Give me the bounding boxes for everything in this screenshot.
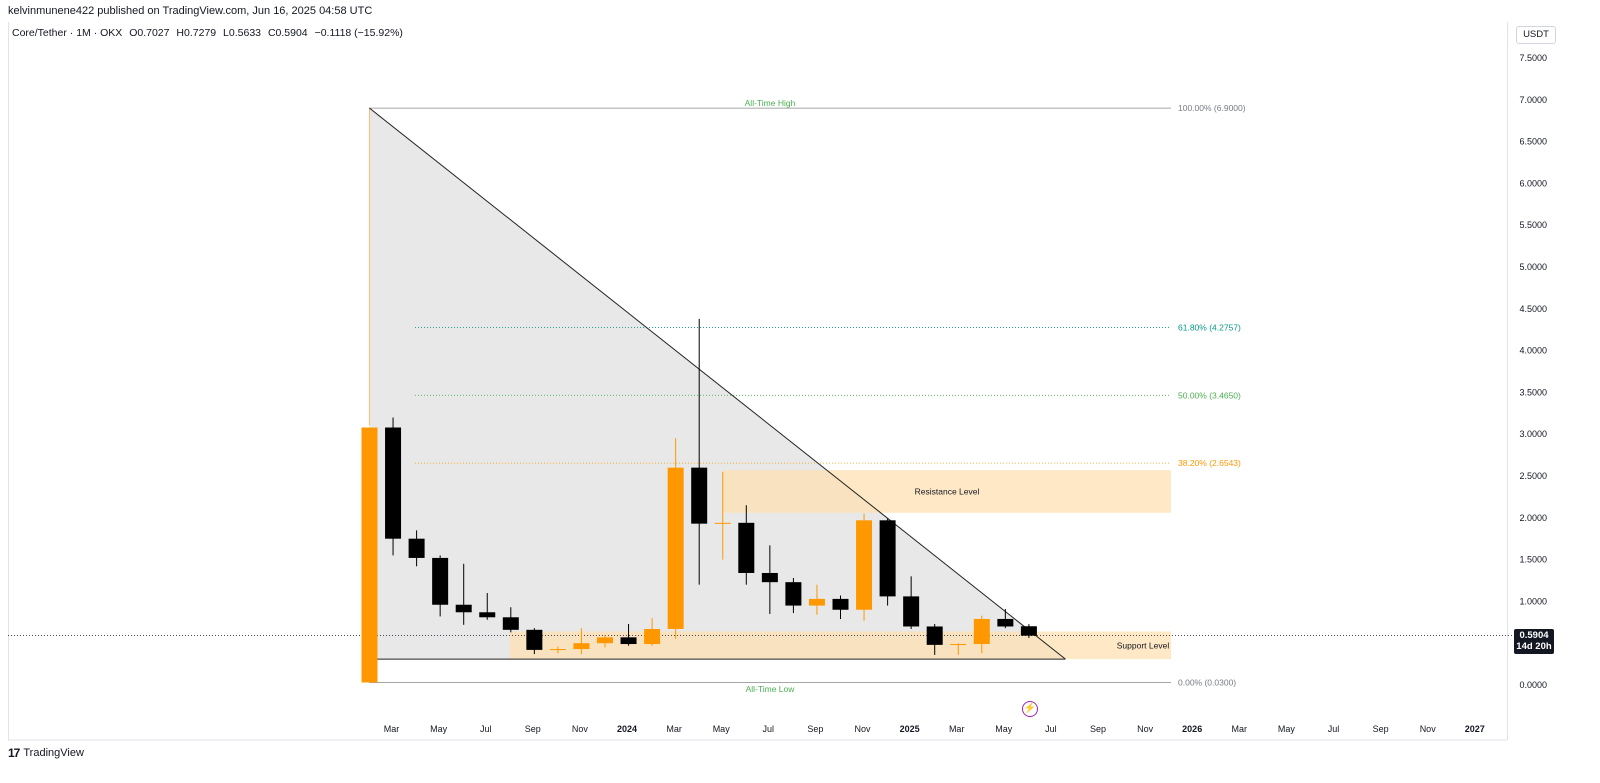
publish-header: kelvinmunene422 published on TradingView… [0,0,1600,22]
all-time-low-label: All-Time Low [746,684,796,694]
fib-label-50: 50.00% (3.4650) [1178,390,1241,400]
candle-body [644,628,661,645]
candle-body [879,520,896,597]
support-label: Support Level [1117,640,1170,650]
fib-label-0: 0.00% (0.0300) [1178,677,1236,687]
y-tick-label: 3.0000 [1519,429,1547,439]
candle-body [808,598,825,606]
candle-body [738,522,755,573]
resistance-label: Resistance Level [915,486,980,496]
candle-body [856,520,873,610]
symbol-legend: Core/Tether · 1M · OKX O0.7027 H0.7279 L… [12,26,407,40]
x-tick-label: Sep [1090,724,1106,734]
currency-button[interactable]: USDT [1516,26,1556,44]
x-tick-label: Sep [807,724,823,734]
candle-body [597,637,613,644]
chart-frame [8,22,1508,740]
y-tick-label: 7.0000 [1519,95,1547,105]
candle-body [549,649,566,651]
x-tick-label: Mar [384,724,400,734]
descending-trendline [369,107,1066,660]
y-tick-label: 4.5000 [1519,304,1547,314]
candle-body [432,557,449,605]
brand-name: TradingView [23,747,84,759]
y-tick-label: 3.5000 [1519,387,1547,397]
x-tick-label: 2025 [900,724,920,734]
y-tick-label: 6.5000 [1519,137,1547,147]
candle-body [832,598,849,610]
x-tick-label: May [995,724,1013,734]
y-tick-label: 4.0000 [1519,346,1547,356]
bar-countdown: 14d 20h [1516,641,1552,652]
candle-body [691,467,708,524]
x-tick-label: Nov [1137,724,1154,734]
y-tick-label: 5.0000 [1519,262,1547,272]
candle-body [785,582,802,606]
resistance-zone [722,470,1171,513]
ohlc-close: C0.5904 [267,27,308,39]
x-tick-label: Nov [572,724,589,734]
candle-body [997,618,1014,627]
candle-body [926,626,943,645]
x-tick-label: Jul [1328,724,1340,734]
support-zone [509,631,1171,660]
candle-body [761,572,778,583]
lightning-icon[interactable]: ⚡ [1022,701,1038,717]
x-tick-label: May [1278,724,1296,734]
x-tick-label: Nov [1420,724,1437,734]
y-tick-label: 2.5000 [1519,471,1547,481]
x-tick-label: Sep [525,724,541,734]
x-tick-label: 2027 [1465,724,1485,734]
tradingview-logo[interactable]: 17 TradingView [8,745,84,761]
x-tick-label: Jul [480,724,492,734]
x-tick-label: 2026 [1182,724,1202,734]
x-tick-label: Sep [1373,724,1389,734]
ohlc-low: L0.5633 [223,27,262,39]
y-tick-label: 0.0000 [1519,680,1547,690]
symbol-name[interactable]: Core/Tether · 1M · OKX [12,27,123,39]
y-tick-label: 1.0000 [1519,596,1547,606]
candle-body [620,637,637,645]
x-tick-label: Mar [1232,724,1248,734]
ohlc-high: H0.7279 [176,27,217,39]
y-tick-label: 1.5000 [1519,555,1547,565]
fib-label-61: 61.80% (4.2757) [1178,323,1241,333]
candle-body [714,522,731,524]
candle-body [973,618,990,645]
candle-body [361,427,378,683]
last-price-value: 0.5904 [1519,630,1549,641]
candle-body [502,617,519,630]
candle-body [526,629,543,650]
tradingview-logo-icon: 17 [8,746,20,760]
y-tick-label: 6.0000 [1519,178,1547,188]
fib-label-100: 100.00% (6.9000) [1178,103,1246,113]
x-tick-label: Nov [854,724,871,734]
fib-label-38: 38.20% (2.6543) [1178,458,1241,468]
ohlc-open: O0.7027 [129,27,170,39]
candle-body [408,538,425,558]
x-tick-label: 2024 [617,724,637,734]
x-tick-label: Mar [666,724,682,734]
candle-body [455,604,472,613]
x-tick-label: May [430,724,448,734]
candle-body [950,644,967,646]
candle-body [1020,626,1037,636]
candle-body [903,596,920,627]
x-tick-label: Jul [1045,724,1057,734]
candle-body [385,427,402,539]
price-change: −0.1118 (−15.92%) [314,27,403,39]
x-tick-label: Jul [763,724,775,734]
x-tick-label: May [713,724,731,734]
y-tick-label: 7.5000 [1519,53,1547,63]
candle-body [479,612,496,618]
candle-body [667,467,684,629]
publish-info: kelvinmunene422 published on TradingView… [8,5,373,17]
x-tick-label: Mar [949,724,965,734]
all-time-high-label: All-Time High [745,98,796,108]
last-price-tag: 0.5904 14d 20h [1514,629,1554,654]
y-tick-label: 5.5000 [1519,220,1547,230]
y-tick-label: 2.0000 [1519,513,1547,523]
candle-body [573,643,590,650]
